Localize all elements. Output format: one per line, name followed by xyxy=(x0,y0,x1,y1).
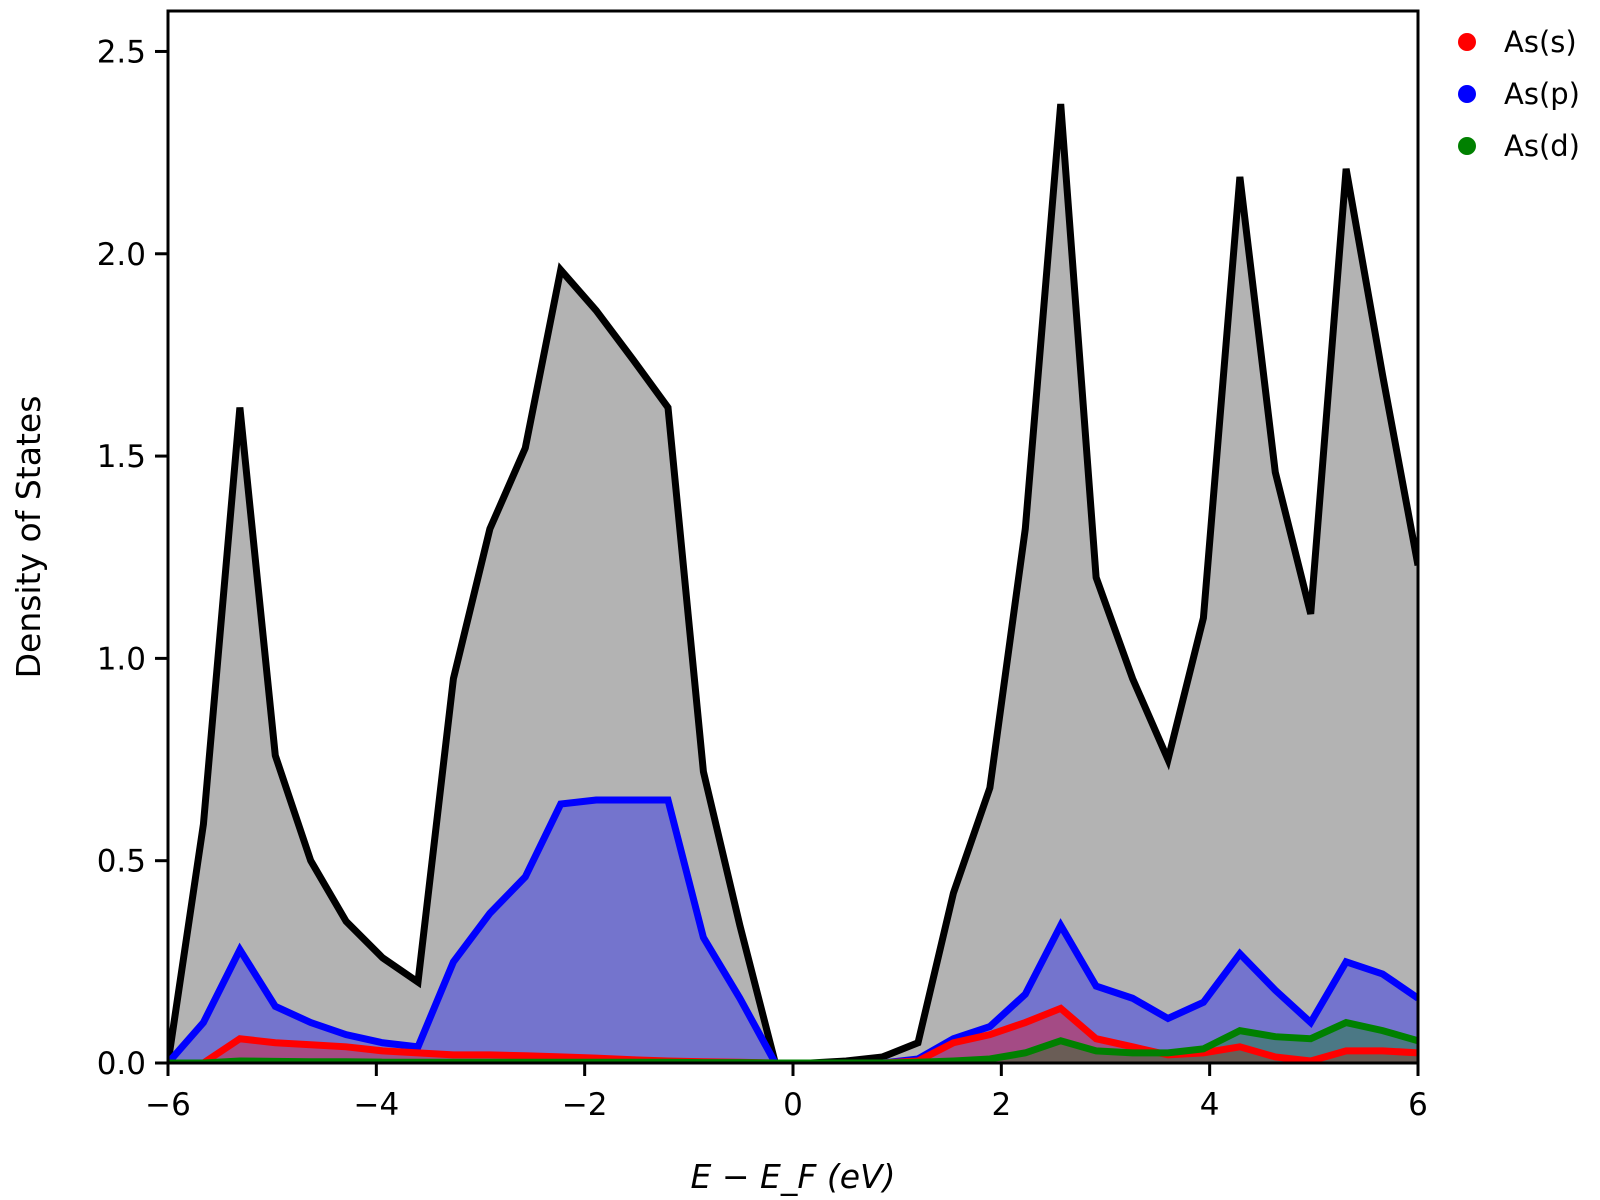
y-tick-label: 1.0 xyxy=(97,641,146,677)
x-tick-label: 6 xyxy=(1408,1087,1428,1123)
x-tick-label: −6 xyxy=(145,1087,191,1123)
legend-marker-as-p xyxy=(1458,85,1476,103)
legend-label-as-p: As(p) xyxy=(1504,77,1580,111)
line-as-p xyxy=(168,796,1418,1063)
y-tick-label: 1.5 xyxy=(97,439,146,475)
y-axis-label: Density of States xyxy=(9,396,48,679)
y-tick-label: 0.0 xyxy=(97,1046,146,1082)
line-total xyxy=(168,103,1418,1063)
area-total xyxy=(168,104,1418,1063)
x-axis-label: E − E_F (eV) xyxy=(691,1157,896,1196)
y-tick-label: 0.5 xyxy=(97,844,146,880)
legend-label-as-d: As(d) xyxy=(1504,129,1580,163)
x-tick-label: 0 xyxy=(783,1087,803,1123)
x-tick-label: −4 xyxy=(353,1087,399,1123)
x-tick-label: 4 xyxy=(1200,1087,1220,1123)
legend: As(s) As(p) As(d) xyxy=(1458,25,1580,163)
legend-label-as-s: As(s) xyxy=(1504,25,1577,59)
y-tick-label: 2.5 xyxy=(97,34,146,70)
x-tick-label: 2 xyxy=(991,1087,1011,1123)
line-as-s xyxy=(168,1004,1418,1063)
y-tick-label: 2.0 xyxy=(97,237,146,273)
x-tick-label: −2 xyxy=(562,1087,608,1123)
legend-marker-as-s xyxy=(1458,33,1476,51)
area-as-p xyxy=(168,800,1418,1063)
legend-marker-as-d xyxy=(1458,137,1476,155)
